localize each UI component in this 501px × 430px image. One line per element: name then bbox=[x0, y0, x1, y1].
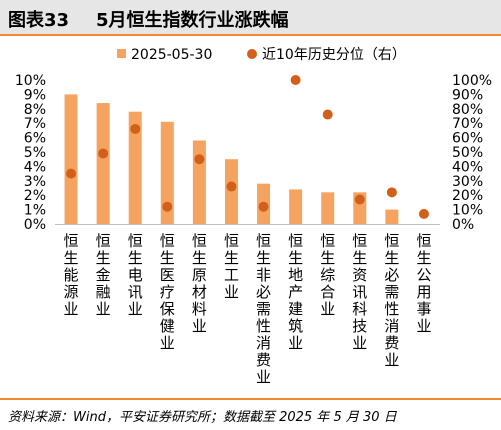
bar bbox=[321, 192, 335, 224]
legend-label-dot: 近10年历史分位（右） bbox=[262, 47, 406, 63]
dot bbox=[322, 109, 333, 120]
y-left-tick-label: 9% bbox=[24, 87, 46, 103]
bar bbox=[289, 189, 303, 224]
legend-label-bar: 2025-05-30 bbox=[131, 47, 212, 63]
source-note: 资料来源：Wind，平安证券研究所；数据截至 2025 年 5 月 30 日 bbox=[0, 398, 501, 430]
dot bbox=[130, 123, 141, 134]
bar bbox=[224, 159, 238, 224]
y-right-tick-label: 60% bbox=[452, 131, 483, 147]
category-label: 恒生必需性消费业 bbox=[384, 232, 399, 369]
y-left-tick-label: 2% bbox=[24, 188, 46, 204]
y-left-tick-label: 10% bbox=[15, 73, 46, 89]
legend-marker-dot bbox=[247, 49, 257, 59]
dot bbox=[418, 208, 429, 219]
y-left-tick-label: 0% bbox=[24, 217, 46, 233]
category-label: 恒生综合业 bbox=[320, 232, 335, 318]
y-left-tick-label: 4% bbox=[24, 159, 46, 175]
category-label: 恒生金融业 bbox=[96, 232, 111, 318]
dot bbox=[98, 148, 109, 159]
category-label: 恒生非必需性消费业 bbox=[256, 232, 271, 386]
figure-number: 图表33 bbox=[8, 10, 70, 31]
bar bbox=[96, 103, 110, 224]
y-left-tick-label: 3% bbox=[24, 174, 46, 190]
y-left-tick-label: 5% bbox=[24, 145, 46, 161]
category-label: 恒生地产建筑业 bbox=[288, 232, 303, 352]
dot bbox=[386, 187, 397, 198]
dot bbox=[66, 168, 77, 179]
legend-swatch-bar bbox=[117, 49, 126, 58]
bar bbox=[192, 140, 206, 224]
category-label: 恒生电讯业 bbox=[128, 232, 143, 318]
y-right-tick-label: 0% bbox=[452, 217, 474, 233]
dot bbox=[194, 154, 205, 165]
bar bbox=[385, 209, 399, 224]
y-right-tick-label: 10% bbox=[452, 203, 483, 219]
y-right-tick-label: 30% bbox=[452, 174, 483, 190]
y-right-tick-label: 90% bbox=[452, 87, 483, 103]
dot bbox=[162, 201, 173, 212]
y-right-tick-label: 70% bbox=[452, 116, 483, 132]
figure-header: 图表33 5月恒生指数行业涨跌幅 bbox=[0, 0, 501, 36]
y-right-tick-label: 20% bbox=[452, 188, 483, 204]
bar bbox=[128, 111, 142, 224]
category-label: 恒生医疗保健业 bbox=[160, 232, 175, 352]
y-right-tick-label: 50% bbox=[452, 145, 483, 161]
y-left-tick-label: 1% bbox=[24, 203, 46, 219]
figure-title: 5月恒生指数行业涨跌幅 bbox=[96, 10, 289, 31]
category-label: 恒生工业 bbox=[224, 232, 239, 301]
category-label: 恒生原材料业 bbox=[192, 232, 207, 335]
bar bbox=[64, 94, 78, 225]
y-left-tick-label: 6% bbox=[24, 131, 46, 147]
category-label: 恒生资讯科技业 bbox=[352, 232, 367, 352]
y-left-tick-label: 8% bbox=[24, 102, 46, 118]
y-right-tick-label: 100% bbox=[452, 73, 492, 89]
y-right-tick-label: 80% bbox=[452, 102, 483, 118]
y-left-tick-label: 7% bbox=[24, 116, 46, 132]
chart: 2025-05-30 近10年历史分位（右）0%1%2%3%4%5%6%7%8%9… bbox=[15, 47, 492, 386]
y-right-tick-label: 40% bbox=[452, 159, 483, 175]
category-label: 恒生公用事业 bbox=[416, 232, 431, 335]
dot bbox=[258, 201, 269, 212]
dot bbox=[290, 75, 301, 85]
dot bbox=[226, 181, 237, 192]
bar bbox=[160, 121, 174, 224]
category-label: 恒生能源业 bbox=[64, 232, 79, 318]
dot bbox=[354, 194, 365, 205]
